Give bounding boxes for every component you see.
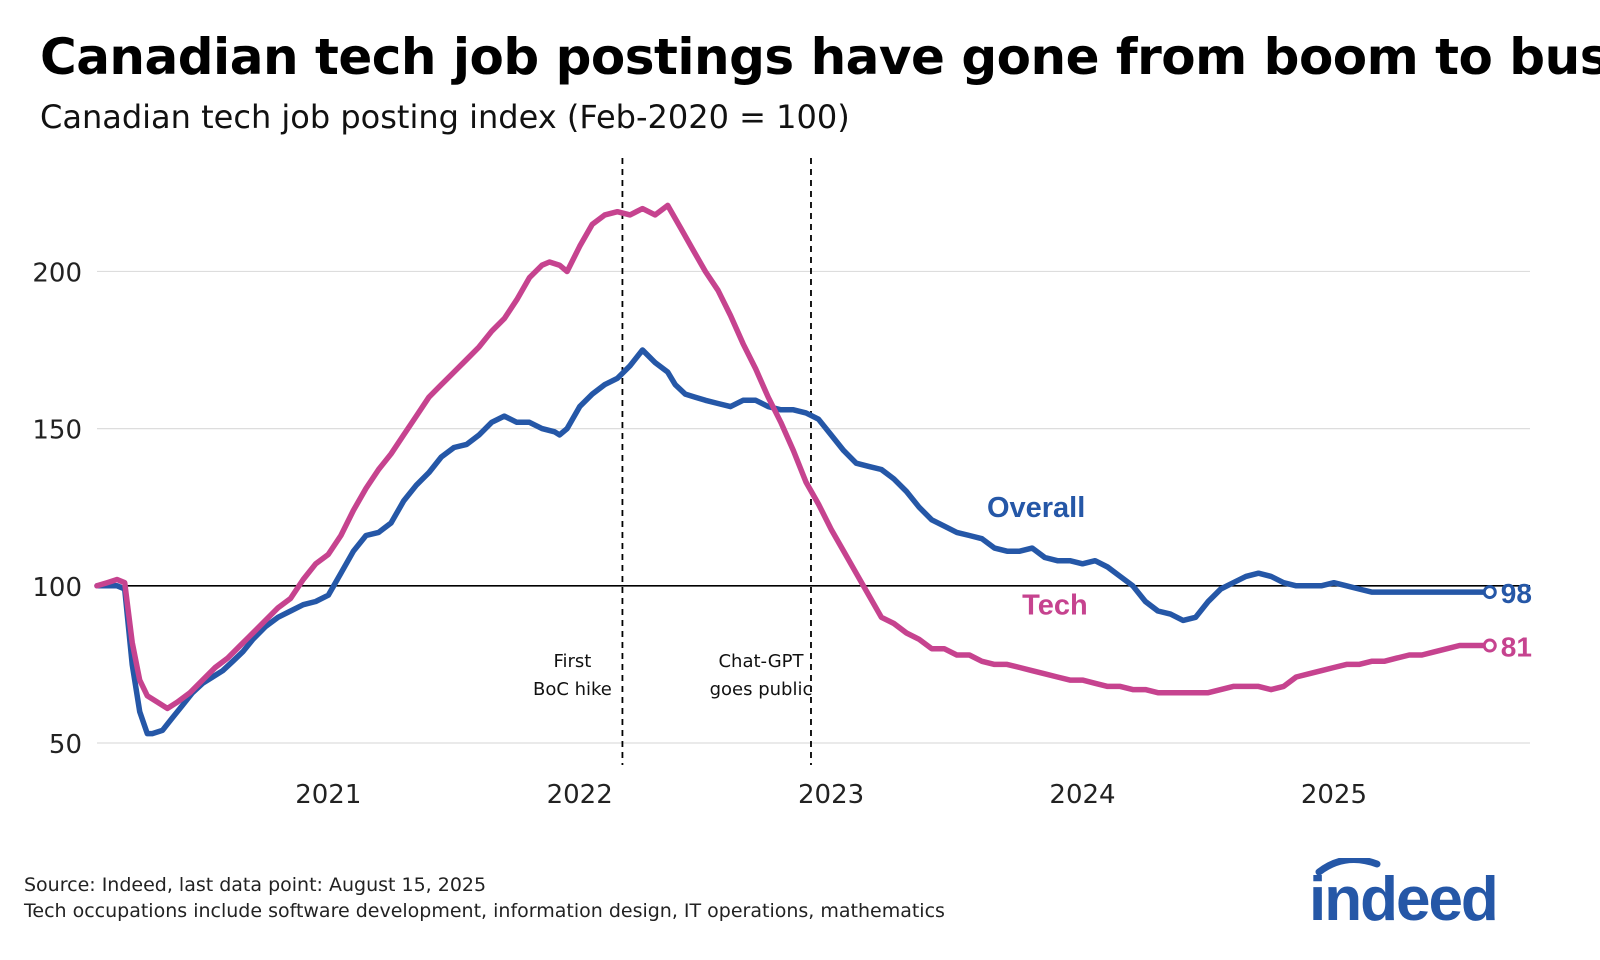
definition-note: Tech occupations include software develo… bbox=[24, 900, 945, 922]
end-label-overall: 98 bbox=[1501, 578, 1532, 609]
series-line-tech bbox=[94, 202, 1493, 712]
x-tick-label: 2024 bbox=[1049, 780, 1115, 810]
series-lines bbox=[94, 202, 1493, 737]
source-note: Source: Indeed, last data point: August … bbox=[24, 874, 487, 896]
indeed-logo: indeed bbox=[1309, 858, 1499, 928]
y-tick-label: 200 bbox=[32, 258, 82, 288]
end-marker-overall bbox=[1482, 585, 1497, 600]
x-tick-label: 2023 bbox=[798, 780, 864, 810]
annotation-label: BoC hike bbox=[533, 679, 612, 700]
series-line-overall bbox=[94, 347, 1493, 737]
end-label-tech: 81 bbox=[1501, 632, 1532, 663]
x-tick-label: 2021 bbox=[295, 780, 361, 810]
annotation-label: goes public bbox=[710, 679, 813, 700]
labels: 98 81 Overall Tech bbox=[987, 492, 1532, 662]
annotation-label: First bbox=[553, 651, 591, 672]
y-tick-label: 100 bbox=[32, 573, 82, 603]
end-marker-tech bbox=[1482, 638, 1497, 653]
indeed-logo-text: indeed bbox=[1309, 865, 1497, 928]
series-label-overall: Overall bbox=[987, 492, 1085, 524]
annotation-label: Chat-GPT bbox=[718, 651, 804, 672]
axis-ticks: 50 100 150 200 2021 2022 2023 2024 2025 bbox=[32, 258, 1367, 810]
chart-subtitle: Canadian tech job posting index (Feb-202… bbox=[40, 98, 850, 136]
series-label-tech: Tech bbox=[1022, 590, 1088, 622]
y-tick-label: 150 bbox=[32, 416, 82, 446]
chart-title: Canadian tech job postings have gone fro… bbox=[40, 28, 1600, 86]
x-tick-label: 2022 bbox=[547, 780, 613, 810]
x-tick-label: 2025 bbox=[1301, 780, 1367, 810]
annotations: First BoC hike Chat-GPT goes public bbox=[533, 158, 812, 765]
y-tick-label: 50 bbox=[49, 730, 82, 760]
